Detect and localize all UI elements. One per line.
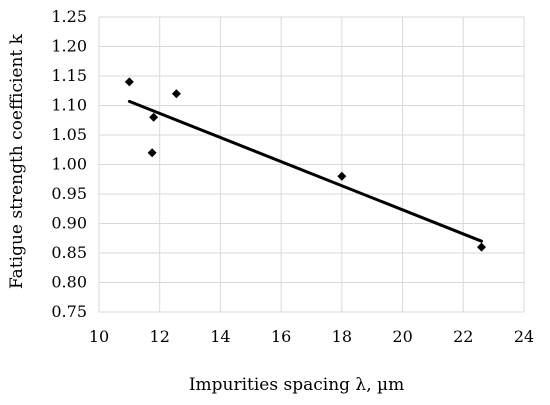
x-axis-title: Impurities spacing λ, µm bbox=[189, 375, 404, 395]
x-tick-label: 16 bbox=[271, 327, 291, 346]
data-point bbox=[124, 77, 134, 87]
y-tick-label: 0.75 bbox=[51, 302, 87, 321]
data-points bbox=[124, 77, 486, 252]
trendline-path bbox=[127, 99, 483, 243]
grid bbox=[98, 16, 525, 313]
x-tick-label: 10 bbox=[89, 327, 109, 346]
y-axis-ticks: 0.75 0.80 0.85 0.90 0.95 1.00 1.05 1.10 1.15 1.20… bbox=[51, 7, 87, 321]
data-point bbox=[171, 89, 181, 99]
y-tick-label: 1.00 bbox=[51, 155, 87, 174]
y-tick-label: 0.85 bbox=[51, 243, 87, 262]
y-tick-label: 1.25 bbox=[51, 7, 87, 26]
y-tick-label: 1.15 bbox=[51, 66, 87, 85]
x-tick-label: 14 bbox=[210, 327, 230, 346]
x-tick-label: 20 bbox=[392, 327, 412, 346]
y-axis-title: Fatigue strength coefficient k bbox=[7, 33, 27, 289]
y-tick-label: 1.05 bbox=[51, 125, 87, 144]
data-point bbox=[337, 171, 347, 181]
y-tick-label: 1.20 bbox=[51, 37, 87, 56]
y-tick-label: 0.95 bbox=[51, 184, 87, 203]
y-tick-label: 1.10 bbox=[51, 96, 87, 115]
trendline bbox=[127, 99, 483, 243]
x-tick-label: 22 bbox=[453, 327, 473, 346]
x-tick-label: 12 bbox=[150, 327, 170, 346]
y-tick-label: 0.80 bbox=[51, 273, 87, 292]
x-tick-label: 24 bbox=[514, 327, 534, 346]
data-point bbox=[149, 112, 159, 122]
data-point bbox=[477, 242, 486, 252]
x-axis-ticks: 10 12 14 16 18 20 22 24 bbox=[89, 327, 534, 346]
y-tick-label: 0.90 bbox=[51, 214, 87, 233]
x-tick-label: 18 bbox=[332, 327, 352, 346]
data-point bbox=[147, 148, 157, 158]
